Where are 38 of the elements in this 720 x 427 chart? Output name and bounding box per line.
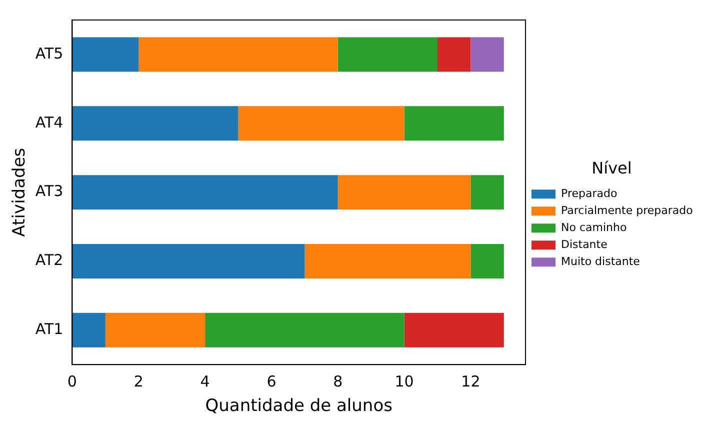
legend-title: Nível <box>592 158 632 178</box>
bar <box>72 312 106 348</box>
bar <box>470 37 504 72</box>
x-tick-label: 12 <box>461 372 480 390</box>
y-tick-label: AT3 <box>35 182 64 200</box>
bar <box>72 106 238 141</box>
bar <box>404 106 504 141</box>
y-tick-label: AT5 <box>35 44 64 62</box>
y-tick-label: AT4 <box>35 113 64 132</box>
x-tick-label: 8 <box>333 372 343 390</box>
y-axis-title: Atividades <box>10 148 30 237</box>
x-tick-label: 2 <box>134 372 144 390</box>
bar <box>470 175 504 210</box>
bar <box>404 312 504 348</box>
x-tick-label: 10 <box>394 372 414 390</box>
bar <box>304 244 471 278</box>
bar <box>105 312 206 348</box>
x-axis-title: Quantidade de alunos <box>205 396 393 416</box>
bar <box>72 37 139 72</box>
x-tick-label: 4 <box>200 372 210 390</box>
legend-label: Parcialmente preparado <box>561 204 694 217</box>
legend-label: Preparado <box>561 186 618 200</box>
bar <box>338 37 438 72</box>
x-tick-label: 0 <box>67 372 77 390</box>
bar <box>72 175 338 210</box>
bar <box>437 37 471 72</box>
bar <box>72 244 305 278</box>
y-tick-label: AT1 <box>35 320 64 338</box>
bar <box>205 312 404 348</box>
bar <box>238 106 404 141</box>
bar <box>470 244 504 278</box>
x-tick-label: 6 <box>266 372 276 390</box>
legend-label: Muito distante <box>561 254 640 268</box>
legend-label: No caminho <box>561 220 627 234</box>
bar <box>338 175 471 210</box>
legend-label: Distante <box>561 238 608 251</box>
y-tick-label: AT2 <box>35 251 64 270</box>
bar <box>138 37 338 72</box>
